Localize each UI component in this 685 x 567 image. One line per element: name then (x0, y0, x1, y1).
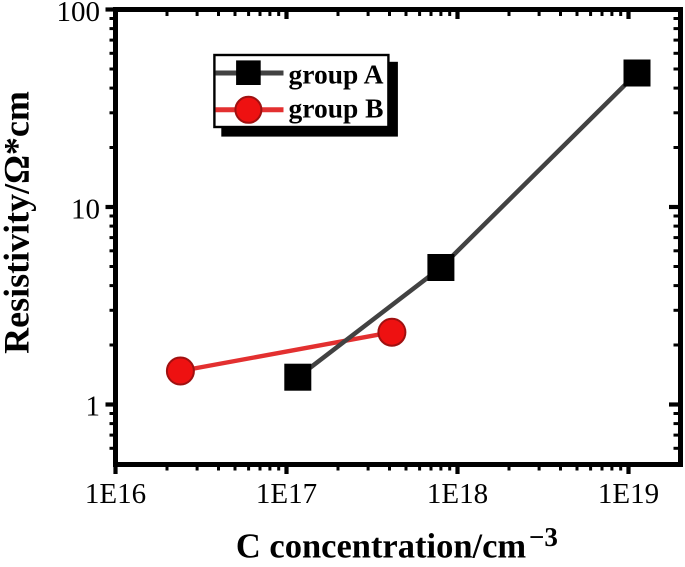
svg-text:1E19: 1E19 (598, 478, 659, 510)
svg-text:C concentration/cm: C concentration/cm (236, 528, 527, 566)
svg-text:1E16: 1E16 (85, 478, 146, 510)
svg-text:Resistivity/Ω*cm: Resistivity/Ω*cm (0, 91, 37, 354)
svg-text:1E18: 1E18 (427, 478, 488, 510)
svg-text:1: 1 (86, 391, 101, 423)
svg-text:group A: group A (289, 59, 384, 90)
svg-text:10: 10 (71, 194, 100, 226)
svg-text:100: 100 (57, 0, 101, 28)
svg-text:1E17: 1E17 (256, 478, 317, 510)
svg-text:−3: −3 (529, 522, 558, 552)
svg-text:group B: group B (289, 93, 384, 124)
